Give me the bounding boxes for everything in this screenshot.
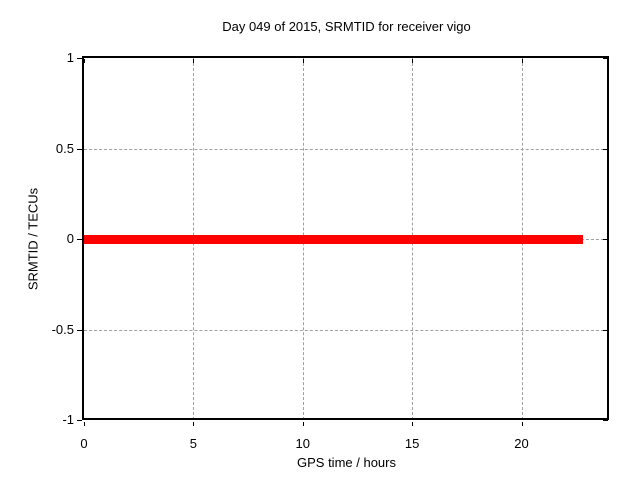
x-tick-label: 5: [189, 436, 197, 451]
y-tick-left: [77, 420, 82, 421]
y-tick-right: [603, 58, 608, 59]
x-tick-top: [84, 59, 85, 63]
x-tick-bottom: [412, 422, 414, 426]
x-tick-label: 0: [80, 436, 88, 451]
y-tick-left: [77, 148, 82, 150]
y-tick-label: 1: [66, 50, 74, 65]
y-tick-right: [603, 239, 608, 240]
x-tick-bottom: [84, 422, 85, 426]
x-tick-label: 15: [404, 436, 420, 451]
gridline-y-0.5: [84, 148, 609, 150]
y-tick-right: [603, 329, 608, 331]
y-tick-label: -0.5: [51, 321, 74, 337]
x-tick-top: [302, 59, 304, 63]
y-tick-label: 0.5: [55, 140, 74, 156]
plot-border: [82, 56, 609, 420]
x-tick-label: 20: [514, 436, 529, 451]
y-tick-right: [603, 148, 608, 150]
y-tick-left: [77, 58, 82, 59]
gridline-y--0.5: [84, 329, 609, 331]
y-tick-left: [77, 329, 82, 331]
x-tick-top: [521, 59, 523, 63]
x-tick-top: [193, 59, 195, 63]
x-tick-label: 10: [295, 436, 310, 451]
y-tick-label: 0: [66, 231, 74, 246]
chart-title: Day 049 of 2015, SRMTID for receiver vig…: [222, 19, 471, 34]
x-tick-top: [412, 59, 414, 63]
x-tick-bottom: [302, 422, 304, 426]
y-tick-left: [77, 239, 82, 240]
y-tick-right: [603, 420, 608, 421]
x-axis-label: GPS time / hours: [297, 455, 396, 470]
series-line-srmtid: [84, 234, 583, 244]
y-tick-label: -1: [62, 412, 74, 427]
x-tick-bottom: [193, 422, 195, 426]
x-tick-bottom: [521, 422, 523, 426]
